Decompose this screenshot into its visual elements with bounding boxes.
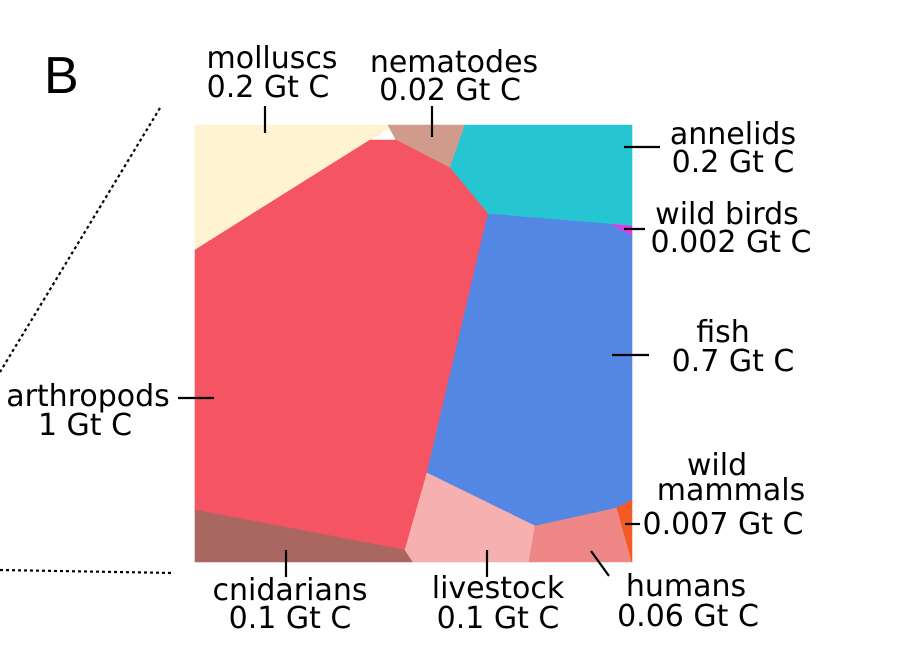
- cell-value-nematodes: 0.02 Gt C: [379, 73, 521, 108]
- cell-name-nematodes: nematodes: [370, 45, 538, 80]
- cell-name-fish: fish: [696, 315, 750, 350]
- leader-line-humans: [590, 550, 610, 577]
- cell-value-livestock: 0.1 Gt C: [437, 601, 560, 636]
- cell-name-livestock: livestock: [432, 571, 565, 606]
- cell-name-cnidarians: cnidarians: [213, 573, 368, 608]
- zoom-guide-upper: [0, 107, 161, 373]
- voronoi-cells: [194, 124, 633, 563]
- cell-name-wild-birds: wild birds: [655, 197, 799, 232]
- cell-name-arthropods: arthropods: [6, 379, 170, 414]
- cell-value-molluscs: 0.2 Gt C: [207, 70, 330, 105]
- cell-value-humans: 0.06 Gt C: [617, 599, 759, 634]
- cell-value-wild-mammals: 0.007 Gt C: [643, 507, 804, 542]
- cell-value-arthropods: 1 Gt C: [38, 408, 132, 443]
- panel-label: B: [44, 47, 79, 105]
- cell-livestock: [404, 472, 536, 563]
- zoom-guide-lower: [0, 568, 175, 575]
- cell-name-humans: humans: [626, 569, 746, 604]
- cell-name-molluscs: molluscs: [206, 41, 337, 76]
- cell-name-annelids: annelids: [670, 117, 796, 152]
- cell-wild-mammals: [616, 499, 633, 563]
- cell-value-annelids: 0.2 Gt C: [672, 145, 795, 180]
- cell-value-fish: 0.7 Gt C: [672, 344, 795, 379]
- cell-value-cnidarians: 0.1 Gt C: [229, 601, 352, 636]
- cell-name-wild-mammals-0: wild: [687, 448, 747, 483]
- cell-name-wild-mammals-1: mammals: [657, 473, 805, 508]
- cell-value-wild-birds: 0.002 Gt C: [651, 225, 812, 260]
